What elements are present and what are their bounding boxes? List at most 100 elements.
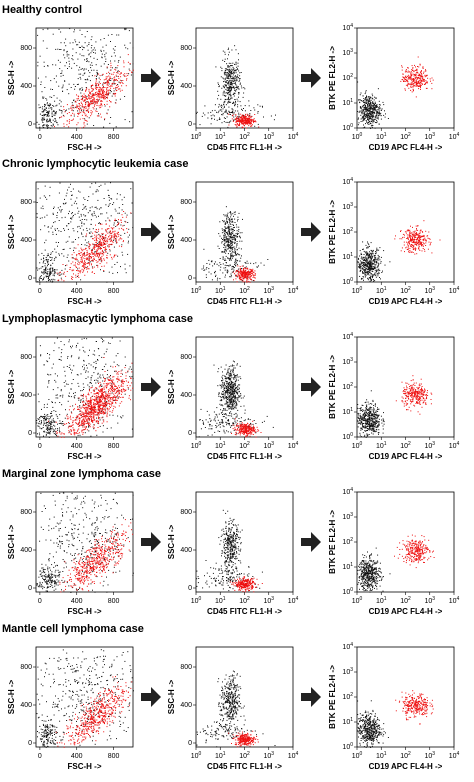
data-point <box>104 93 106 95</box>
data-point <box>106 281 108 283</box>
data-point <box>225 245 227 247</box>
data-point <box>222 92 224 94</box>
data-point <box>231 266 233 268</box>
data-point <box>245 275 247 277</box>
data-point <box>241 268 243 270</box>
data-point <box>101 249 103 251</box>
data-point <box>85 89 87 91</box>
data-point <box>229 80 230 82</box>
data-point <box>115 220 117 221</box>
data-point <box>75 247 77 249</box>
data-point <box>127 242 129 244</box>
data-point <box>78 250 80 252</box>
data-point <box>119 98 121 100</box>
data-point <box>115 74 117 76</box>
data-point <box>364 271 366 273</box>
data-point <box>223 234 225 236</box>
data-point <box>203 269 205 271</box>
data-point <box>102 89 104 91</box>
data-point <box>232 69 234 71</box>
data-point <box>70 221 72 223</box>
data-point <box>235 49 237 51</box>
data-point <box>366 98 368 100</box>
data-point <box>402 233 404 235</box>
data-point <box>47 115 48 117</box>
data-point <box>243 87 245 89</box>
data-point <box>122 74 124 76</box>
data-point <box>107 34 109 36</box>
data-point <box>40 275 42 277</box>
data-point <box>367 272 369 274</box>
data-point <box>232 102 233 104</box>
data-point <box>93 248 95 250</box>
data-point <box>128 228 130 230</box>
data-point <box>416 81 418 83</box>
data-point <box>427 248 429 250</box>
data-point <box>235 90 237 92</box>
data-point <box>237 220 238 222</box>
data-point <box>411 74 413 76</box>
data-point <box>53 275 55 277</box>
data-point <box>42 106 44 108</box>
data-point <box>102 253 104 255</box>
data-point <box>96 72 98 74</box>
data-point <box>239 116 241 118</box>
data-point <box>55 120 57 122</box>
data-point <box>105 204 107 206</box>
data-point <box>413 81 415 82</box>
data-point <box>416 253 418 255</box>
data-point <box>66 120 68 122</box>
data-point <box>366 260 368 262</box>
data-point <box>70 217 72 219</box>
data-point <box>39 126 41 128</box>
data-point <box>110 85 112 87</box>
data-point <box>54 258 56 260</box>
data-point <box>262 106 263 108</box>
data-point <box>121 244 123 246</box>
data-point <box>73 273 74 275</box>
data-point <box>378 109 380 111</box>
data-point <box>238 114 240 116</box>
data-point <box>103 86 104 88</box>
data-point <box>402 236 404 238</box>
data-point <box>243 120 245 122</box>
data-point <box>84 42 86 44</box>
data-point <box>374 259 376 261</box>
row-title-0: Healthy control <box>2 4 82 16</box>
data-point <box>89 98 90 100</box>
data-point <box>50 127 52 129</box>
data-point <box>43 276 45 278</box>
data-point <box>65 38 67 40</box>
data-point <box>42 205 44 207</box>
data-point <box>47 259 49 260</box>
data-point <box>234 110 236 112</box>
data-point <box>118 77 120 79</box>
data-point <box>87 246 89 248</box>
data-point <box>425 240 427 242</box>
data-point <box>84 260 86 262</box>
data-point <box>244 118 246 120</box>
data-point <box>57 48 59 50</box>
data-point <box>228 228 230 230</box>
data-point <box>85 205 87 207</box>
data-point <box>103 95 105 97</box>
data-point <box>372 275 374 277</box>
data-point <box>368 107 370 109</box>
data-point <box>229 83 231 85</box>
data-point <box>50 257 52 258</box>
data-point <box>358 99 360 100</box>
data-point <box>48 276 50 278</box>
data-point <box>226 219 228 221</box>
data-point <box>251 125 253 127</box>
data-point <box>229 244 231 246</box>
data-point <box>102 233 104 235</box>
data-point <box>52 214 54 215</box>
data-point <box>365 252 367 254</box>
data-point <box>365 244 367 246</box>
data-point <box>243 122 245 124</box>
y-tick-label: 104 <box>342 23 353 32</box>
data-point <box>368 119 370 121</box>
